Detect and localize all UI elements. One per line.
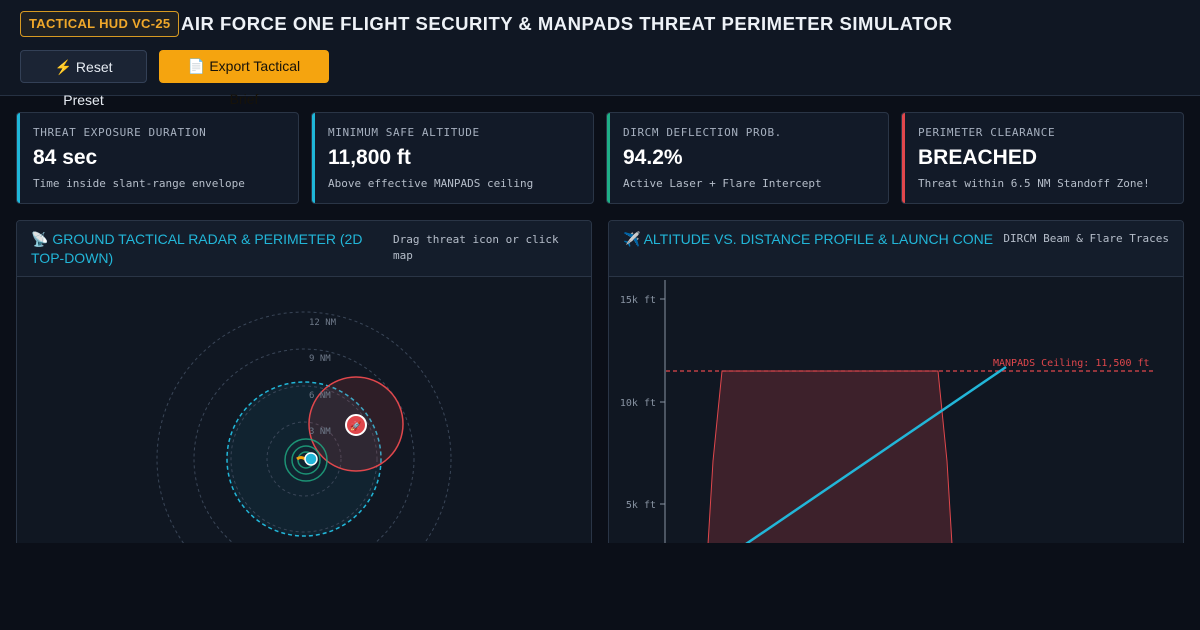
page-background-footer (0, 543, 1200, 630)
radar-icon: 📡 (31, 231, 49, 247)
lightning-icon: ⚡ (54, 59, 72, 75)
metric-value: BREACHED (918, 146, 1038, 169)
metric-value: 84 sec (33, 146, 98, 169)
range-ring-3nm (266, 421, 342, 497)
metric-accent-bar (902, 113, 905, 203)
ring-label-12nm: 12 NM (309, 318, 337, 328)
threat-marker[interactable] (345, 414, 367, 436)
radar-hint: Drag threat icon or click map (393, 233, 559, 262)
metric-card-dircm: DIRCM DEFLECTION PROB. 94.2% Active Lase… (606, 112, 889, 204)
profile-panel: ✈️ ALTITUDE VS. DISTANCE PROFILE & LAUNC… (608, 220, 1184, 560)
range-ring-9nm (193, 348, 415, 559)
radar-map[interactable]: 12 NM 9 NM 6 NM 3 NM 🚀 (17, 277, 592, 560)
top-header: TACTICAL HUD VC-25 AIR FORCE ONE FLIGHT … (0, 0, 1200, 108)
radar-panel-title: 📡 GROUND TACTICAL RADAR & PERIMETER (2D … (31, 230, 381, 268)
metric-card-perimeter: PERIMETER CLEARANCE BREACHED Threat with… (901, 112, 1184, 204)
metric-value: 94.2% (623, 146, 683, 169)
metric-card-exposure: THREAT EXPOSURE DURATION 84 sec Time ins… (16, 112, 299, 204)
flight-path-trail (296, 456, 306, 461)
metric-label: MINIMUM SAFE ALTITUDE (328, 126, 480, 139)
metric-accent-bar (312, 113, 315, 203)
metric-subtext: Active Laser + Flare Intercept (623, 177, 822, 190)
metric-subtext: Threat within 6.5 NM Standoff Zone! (918, 177, 1150, 190)
airplane-icon: ✈️ (623, 231, 641, 247)
dircm-ring-mid (291, 445, 321, 475)
y-tick-label-10k: 10k ft (620, 398, 656, 409)
rocket-icon: 🚀 (350, 420, 361, 432)
range-ring-12nm (156, 311, 452, 559)
profile-chart: 15k ft 10k ft 5k ft MANPADS Ceiling: 11,… (620, 280, 1156, 559)
export-brief-button[interactable]: 📄 Export Tactical Brief (159, 50, 329, 107)
profile-hint: DIRCM Beam & Flare Traces (1003, 232, 1169, 245)
reset-preset-label: Reset Preset (63, 59, 113, 108)
profile-panel-header: ✈️ ALTITUDE VS. DISTANCE PROFILE & LAUNC… (609, 221, 1183, 277)
radar-panel-header: 📡 GROUND TACTICAL RADAR & PERIMETER (2D … (17, 221, 591, 277)
export-brief-label: Export Tactical Brief (209, 58, 301, 107)
ring-label-3nm: 3 NM (309, 427, 331, 437)
metric-label: THREAT EXPOSURE DURATION (33, 126, 207, 139)
reset-preset-button[interactable]: ⚡ Reset Preset (20, 50, 147, 108)
manpads-ceiling-label: MANPADS Ceiling: 11,500 ft (993, 358, 1150, 369)
metric-card-altitude: MINIMUM SAFE ALTITUDE 11,800 ft Above ef… (311, 112, 594, 204)
app-badge: TACTICAL HUD VC-25 (20, 11, 180, 37)
aircraft-marker (304, 452, 318, 466)
metric-subtext: Time inside slant-range envelope (33, 177, 245, 190)
aircraft-climb-path (721, 365, 1007, 559)
metric-label: PERIMETER CLEARANCE (918, 126, 1056, 139)
y-tick-label-15k: 15k ft (620, 295, 656, 306)
metric-accent-bar (607, 113, 610, 203)
metric-accent-bar (17, 113, 20, 203)
ring-label-6nm: 6 NM (309, 391, 331, 401)
metric-label: DIRCM DEFLECTION PROB. (623, 126, 782, 139)
profile-panel-title: ✈️ ALTITUDE VS. DISTANCE PROFILE & LAUNC… (623, 230, 993, 249)
radar-panel: 📡 GROUND TACTICAL RADAR & PERIMETER (2D … (16, 220, 592, 560)
dircm-ring-outer (284, 438, 328, 482)
radar-title-text: GROUND TACTICAL RADAR & PERIMETER (2D TO… (31, 231, 363, 266)
metric-value: 11,800 ft (328, 146, 411, 169)
launch-cone (706, 370, 954, 559)
profile-title-text: ALTITUDE VS. DISTANCE PROFILE & LAUNCH C… (643, 231, 994, 247)
document-icon: 📄 (187, 58, 206, 74)
page-title: AIR FORCE ONE FLIGHT SECURITY & MANPADS … (181, 13, 953, 34)
ring-label-9nm: 9 NM (309, 354, 331, 364)
range-ring-6nm (230, 385, 378, 533)
metric-subtext: Above effective MANPADS ceiling (328, 177, 534, 190)
y-tick-label-5k: 5k ft (626, 500, 656, 511)
